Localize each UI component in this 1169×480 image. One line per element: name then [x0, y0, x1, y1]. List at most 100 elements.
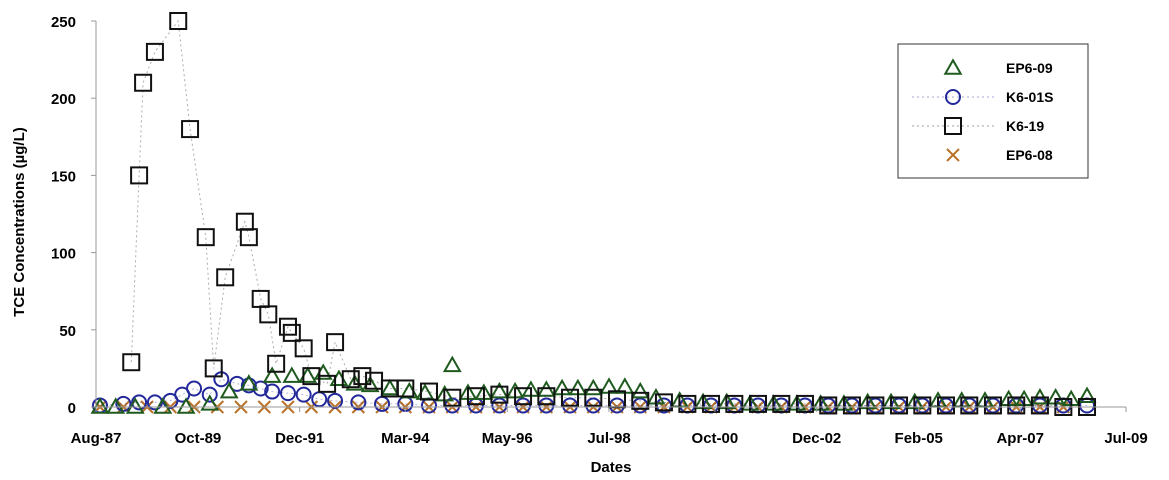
- data-point: [654, 393, 673, 412]
- x-tick-label: Jul-98: [587, 430, 630, 447]
- x-tick-label: Feb-05: [895, 430, 943, 447]
- x-tick-label: Aug-87: [71, 430, 122, 447]
- x-tick-labels: Aug-87 Oct-89 Dec-91 Mar-94 May-96 Jul-98 Oct-…: [71, 407, 1148, 447]
- y-tick-label: 150: [51, 168, 76, 185]
- legend-item: K6-19: [912, 117, 1044, 135]
- data-point: [795, 394, 814, 413]
- data-point: [353, 367, 372, 386]
- legend-item: K6-01S: [912, 89, 1053, 105]
- data-point: [130, 166, 149, 185]
- data-point: [282, 366, 302, 383]
- data-point: [239, 228, 258, 247]
- y-tick-label: 50: [59, 323, 76, 340]
- data-point: [204, 359, 223, 378]
- data-point: [561, 388, 580, 407]
- data-point: [725, 394, 744, 413]
- legend-label: EP6-09: [1006, 60, 1053, 76]
- x-axis-title: Dates: [591, 459, 632, 476]
- axes-layer: [95, 21, 1126, 408]
- data-point: [295, 386, 312, 403]
- x-tick-label: Dec-02: [792, 430, 841, 447]
- data-point: [819, 396, 838, 415]
- x-tick-label: Oct-00: [692, 430, 739, 447]
- data-point: [702, 394, 721, 413]
- data-point: [326, 333, 345, 352]
- data-point: [153, 397, 173, 414]
- data-point: [298, 366, 318, 383]
- data-point: [749, 394, 768, 413]
- data-point: [186, 380, 203, 397]
- data-point: [772, 394, 791, 413]
- data-point: [262, 366, 282, 383]
- data-point: [259, 305, 278, 324]
- x-tick-label: May-96: [482, 430, 533, 447]
- y-tick-label: 200: [51, 91, 76, 108]
- legend-item: EP6-08: [946, 147, 1053, 163]
- legend-marker: [944, 117, 962, 135]
- data-point: [442, 355, 462, 373]
- legend-marker: [946, 148, 960, 162]
- data-point: [380, 378, 400, 396]
- data-point: [491, 397, 508, 414]
- data-point: [960, 396, 979, 415]
- data-point: [515, 397, 532, 414]
- data-point: [252, 380, 269, 397]
- data-point: [264, 383, 281, 400]
- data-point: [583, 378, 603, 396]
- data-point: [134, 73, 153, 92]
- data-point: [169, 12, 188, 30]
- data-point: [329, 369, 349, 386]
- data-point: [514, 387, 533, 406]
- data-point: [318, 374, 337, 393]
- data-point: [866, 396, 885, 415]
- data-point: [200, 394, 220, 411]
- data-point: [538, 397, 555, 414]
- legend-box: [897, 43, 1089, 179]
- x-tick-label: Mar-94: [381, 430, 430, 447]
- legend-marker: [945, 89, 961, 105]
- x-tick-label: Dec-91: [275, 430, 324, 447]
- y-tick-labels: 0 50 100 150 200 250: [51, 14, 96, 417]
- legend-label: K6-01S: [1006, 89, 1053, 105]
- data-point: [145, 42, 164, 61]
- data-point: [267, 354, 286, 373]
- data-point: [122, 353, 141, 372]
- data-point: [341, 370, 360, 389]
- data-point: [216, 268, 235, 287]
- data-point: [1030, 396, 1049, 415]
- data-point: [678, 394, 697, 413]
- data-point: [419, 382, 438, 401]
- data-point: [936, 396, 955, 415]
- data-point: [181, 120, 200, 139]
- data-point: [537, 387, 556, 406]
- data-point: [983, 396, 1002, 415]
- x-tick-label: Oct-89: [175, 430, 222, 447]
- data-point: [630, 381, 650, 399]
- data-point: [279, 385, 296, 402]
- data-point: [125, 397, 145, 414]
- y-tick-label: 100: [51, 246, 76, 263]
- data-point: [913, 396, 932, 415]
- data-point: [240, 377, 257, 394]
- data-point: [890, 396, 909, 415]
- legend-item: EP6-09: [943, 58, 1053, 76]
- data-point: [1077, 386, 1097, 403]
- y-tick-label: 250: [51, 14, 76, 31]
- data-point: [842, 396, 861, 415]
- data-point: [396, 379, 415, 398]
- data-point: [176, 397, 196, 414]
- data-point: [311, 391, 328, 408]
- data-point: [278, 317, 297, 336]
- data-point: [466, 387, 485, 406]
- data-point: [350, 394, 367, 411]
- y-axis-title: TCE Concentrations (µg/L): [11, 127, 28, 316]
- data-point: [399, 381, 419, 399]
- data-point: [131, 394, 148, 411]
- legend-label: K6-19: [1006, 118, 1044, 134]
- legend-marker: [943, 58, 963, 75]
- data-point: [443, 388, 462, 407]
- data-point: [327, 392, 344, 409]
- data-point: [490, 385, 509, 404]
- data-point: [294, 339, 313, 358]
